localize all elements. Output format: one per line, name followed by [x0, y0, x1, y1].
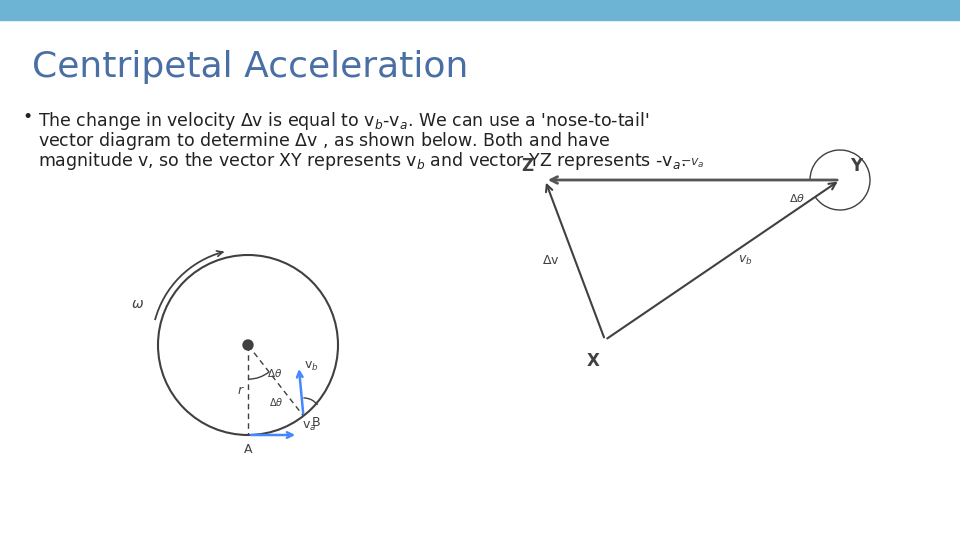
Text: B: B — [311, 416, 320, 429]
Text: Z: Z — [521, 157, 533, 175]
Circle shape — [243, 340, 253, 350]
Text: $\Delta$v: $\Delta$v — [542, 253, 560, 267]
Text: •: • — [22, 108, 33, 126]
Text: The change in velocity $\Delta$v is equal to v$_b$-v$_a$. We can use a 'nose-to-: The change in velocity $\Delta$v is equa… — [38, 110, 649, 132]
Text: A: A — [244, 443, 252, 456]
Text: magnitude v, so the vector XY represents v$_b$ and vector YZ represents -v$_a$.: magnitude v, so the vector XY represents… — [38, 150, 685, 172]
Text: $-v_a$: $-v_a$ — [681, 157, 705, 170]
Bar — [0, 0, 960, 20]
Text: v$_b$: v$_b$ — [303, 360, 319, 373]
Text: vector diagram to determine $\Delta$v , as shown below. Both and have: vector diagram to determine $\Delta$v , … — [38, 130, 611, 152]
Text: v$_b$: v$_b$ — [737, 253, 753, 267]
Text: $\Delta\theta$: $\Delta\theta$ — [789, 192, 805, 204]
Text: $\omega$: $\omega$ — [131, 298, 144, 312]
Text: Y: Y — [850, 157, 862, 175]
Text: X: X — [588, 352, 600, 370]
Text: v$_a$: v$_a$ — [302, 420, 316, 433]
Text: $\Delta\theta$: $\Delta\theta$ — [267, 367, 282, 379]
Text: r: r — [238, 383, 243, 396]
Text: Centripetal Acceleration: Centripetal Acceleration — [32, 50, 468, 84]
Text: $\Delta\theta$: $\Delta\theta$ — [269, 396, 283, 408]
